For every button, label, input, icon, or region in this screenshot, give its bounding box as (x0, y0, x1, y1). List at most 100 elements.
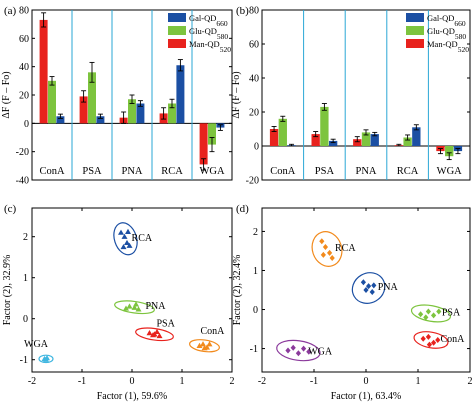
x-tick-label: -1 (310, 376, 318, 387)
cluster-label: PSA (157, 318, 176, 329)
category-label: ConA (39, 166, 65, 177)
data-point (425, 333, 431, 340)
bar-glu-qd580-cona (48, 80, 56, 124)
bar-glu-qd580-psa (320, 106, 329, 146)
bar-gal-qd660-psa (328, 140, 338, 146)
y-axis-label: Factor (2), 32.9% (2, 255, 13, 326)
data-point (320, 251, 326, 258)
panel-label: (b) (236, 5, 249, 17)
data-point (425, 308, 431, 315)
x-tick-label: 2 (230, 376, 235, 387)
y-tick-label: -1 (20, 355, 28, 366)
y-tick-label: 40 (19, 62, 29, 73)
category-label: PSA (82, 166, 102, 177)
bar-glu-qd580-psa (88, 72, 96, 124)
data-point (125, 228, 131, 234)
cluster-label: ConA (201, 326, 226, 337)
cluster-ellipse (276, 339, 321, 362)
bar-glu-qd580-pna (361, 132, 371, 146)
y-axis-label: Factor (2), 32.4% (232, 255, 243, 326)
y-tick-label: -20 (246, 176, 259, 187)
data-point (285, 347, 291, 354)
x-tick-label: 2 (468, 376, 473, 387)
data-point (301, 345, 307, 352)
cluster-ellipse (311, 231, 343, 267)
y-tick-label: 2 (253, 227, 258, 238)
data-point (43, 356, 49, 362)
x-axis-label: Factor (1), 59.6% (97, 391, 168, 402)
cluster-cona: ConA (413, 331, 465, 349)
bar-glu-qd580-wga (208, 123, 216, 145)
legend-swatch (406, 26, 424, 35)
y-tick-label: -40 (16, 176, 29, 187)
data-point (201, 345, 208, 351)
data-point (363, 287, 369, 293)
data-point (146, 330, 153, 336)
bar-man-qd520-cona (39, 19, 48, 124)
data-point (366, 283, 372, 290)
y-tick-label: 0 (23, 314, 28, 325)
data-point (126, 242, 133, 248)
data-point (360, 279, 366, 286)
data-point (423, 314, 429, 321)
cluster-psa: PSA (410, 304, 461, 323)
data-point (418, 311, 424, 318)
y-axis-label: ΔF (F – Fo) (1, 71, 12, 118)
data-point (431, 312, 437, 319)
cluster-label: RCA (132, 233, 153, 244)
cluster-label: PNA (146, 301, 167, 312)
bar-gal-qd660-psa (96, 116, 105, 124)
category-label: PNA (121, 166, 142, 177)
data-point (121, 233, 128, 239)
data-point (420, 335, 426, 342)
legend-swatch (168, 26, 186, 35)
cluster-label: WGA (24, 339, 49, 350)
bar-glu-qd580-wga (445, 146, 454, 157)
y-tick-label: 60 (249, 40, 259, 51)
y-tick-label: 0 (254, 142, 259, 153)
category-label: PSA (315, 166, 335, 177)
legend-label: Gal-QD660 (189, 13, 228, 28)
panel-a: (a) -40 -20 0 20 40 60 80 ΔF (F – Fo) ConA PSA PNA R… (1, 5, 233, 187)
cluster-psa: PSA (135, 318, 176, 342)
y-tick-label: 60 (19, 34, 29, 45)
y-tick-label: 40 (249, 74, 259, 85)
bar-gal-qd660-pna (370, 134, 379, 146)
bar-gal-qd660-cona (56, 116, 65, 124)
data-point (295, 350, 301, 357)
category-label: WGA (437, 166, 462, 177)
bar-glu-qd580-pna (128, 99, 136, 124)
cluster-label: WGA (308, 347, 333, 358)
data-point (322, 244, 329, 251)
cluster-ellipse (113, 222, 138, 256)
data-point (151, 331, 158, 337)
panel-b: (b) -20 0 20 40 60 80 ΔF (F – Fo) ConA PSA PNA RCA W… (231, 5, 471, 187)
bar-gal-qd660-pna (136, 103, 145, 124)
cluster-label: ConA (440, 334, 465, 345)
data-point (120, 243, 127, 250)
cluster-wga: WGA (24, 339, 54, 364)
legend-swatch (168, 13, 186, 22)
data-point (131, 304, 138, 310)
y-tick-label: 20 (249, 108, 259, 119)
panel-label: (a) (4, 5, 17, 17)
data-point (200, 341, 206, 347)
legend-label: Man-QD520 (189, 39, 231, 54)
cluster-ellipse (135, 327, 174, 342)
legend-label: Glu-QD580 (189, 26, 228, 41)
y-tick-label: 80 (19, 6, 29, 17)
data-point (156, 332, 163, 339)
x-tick-label: 1 (416, 376, 421, 387)
y-axis-label: ΔF (F – Fo) (231, 71, 242, 118)
data-point (126, 303, 133, 309)
data-point (196, 342, 203, 348)
y-tick-label: 0 (253, 305, 258, 316)
y-tick-label: 1 (253, 266, 258, 277)
cluster-pna: PNA (114, 300, 167, 315)
cluster-ellipse (351, 272, 386, 304)
category-label: PNA (355, 166, 376, 177)
